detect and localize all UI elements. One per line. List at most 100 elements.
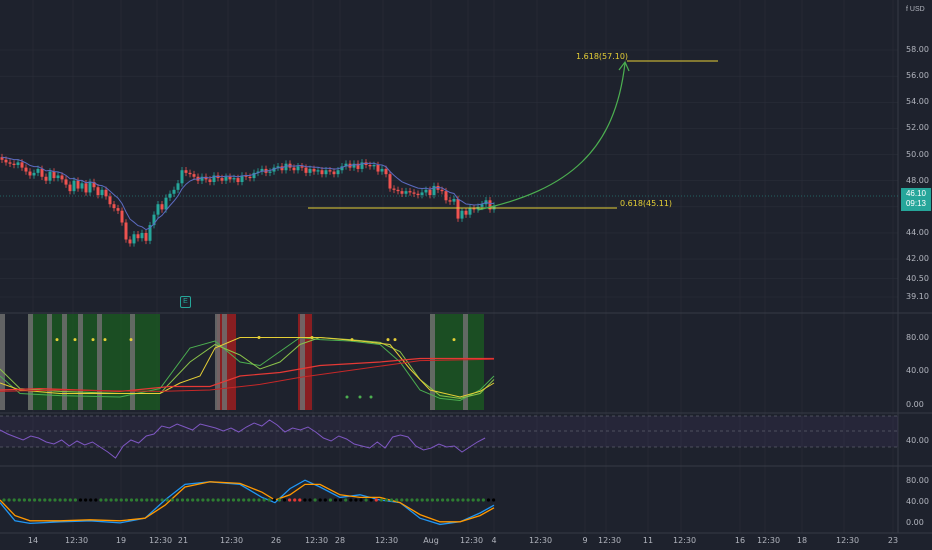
zone-gray	[463, 314, 468, 410]
candle-body	[248, 176, 252, 179]
squeeze-dot	[175, 498, 179, 502]
candle-body	[36, 168, 40, 173]
squeeze-dot	[73, 498, 77, 502]
ema-line	[1, 156, 495, 231]
squeeze-dot	[272, 498, 276, 502]
squeeze-dot	[451, 498, 455, 502]
squeeze-dot	[328, 498, 332, 502]
squeeze-dot	[114, 498, 118, 502]
squeeze-dot	[206, 498, 210, 502]
candle-body	[240, 175, 244, 182]
candle-body	[80, 183, 84, 189]
squeeze-dot	[135, 498, 139, 502]
earnings-marker[interactable]: E	[180, 296, 191, 308]
candle-body	[200, 176, 204, 181]
ind1-tick-80: 80.00	[906, 333, 929, 342]
candle-body	[104, 189, 108, 197]
squeeze-dot	[22, 498, 26, 502]
candle-body	[488, 200, 492, 210]
squeeze-dot	[333, 498, 338, 502]
signal-dot	[386, 338, 390, 342]
time-tick: 12:30	[149, 536, 173, 545]
squeeze-dot	[221, 498, 225, 502]
candle-body	[352, 163, 356, 168]
candle-body	[480, 204, 484, 207]
candle-body	[368, 165, 372, 167]
squeeze-dot	[318, 498, 322, 502]
rsi-pane	[0, 415, 898, 459]
time-tick: 28	[334, 536, 346, 545]
candle-body	[12, 163, 16, 166]
time-tick: 14	[27, 536, 39, 545]
zone-gray	[130, 314, 135, 410]
candle-body	[44, 176, 48, 181]
price-tick: 39.10	[906, 292, 929, 301]
squeeze-dot	[471, 498, 475, 502]
signal-dot	[310, 336, 314, 339]
price-tick: 58.00	[906, 45, 929, 54]
squeeze-dot	[226, 498, 230, 502]
zone-green	[430, 314, 484, 410]
squeeze-dot	[405, 498, 409, 502]
candle-body	[76, 180, 80, 189]
oscillator-pane	[0, 479, 496, 526]
squeeze-dot	[435, 498, 440, 502]
candle-body	[268, 171, 272, 173]
candle-body	[148, 225, 152, 241]
ind1-tick-40: 40.00	[906, 366, 929, 375]
candle-body	[284, 163, 288, 171]
squeeze-dot	[400, 498, 404, 502]
grid-lines	[0, 0, 898, 533]
candle-body	[124, 222, 128, 240]
candle-body	[292, 167, 296, 171]
squeeze-dot	[170, 498, 174, 502]
squeeze-dot	[43, 498, 47, 502]
squeeze-dot	[27, 498, 32, 502]
signal-dot	[257, 336, 261, 339]
candle-body	[60, 175, 64, 180]
candle-body	[380, 168, 384, 172]
osc-tick-0: 0.00	[906, 518, 924, 527]
squeeze-dot	[78, 498, 83, 502]
candle-body	[64, 179, 68, 185]
candle-body	[56, 175, 60, 179]
price-tick: 50.00	[906, 149, 929, 159]
signal-dot	[350, 338, 354, 342]
squeeze-dot	[155, 498, 159, 502]
price-tick: 48.00	[906, 175, 929, 185]
candle-body	[208, 179, 212, 182]
squeeze-dot	[359, 498, 363, 502]
squeeze-dot	[374, 498, 378, 502]
price-tick: 54.00	[906, 97, 929, 107]
candle-body	[344, 163, 348, 167]
squeeze-dot	[252, 498, 256, 502]
current-price-badge: 46.10 09:13	[901, 188, 931, 211]
time-tick: 12:30	[65, 536, 89, 545]
squeeze-dot	[140, 498, 144, 502]
currency-label[interactable]: f USD	[906, 6, 925, 13]
candle-body	[132, 234, 136, 244]
signal-dot	[91, 338, 95, 342]
candle-body	[48, 171, 52, 181]
time-tick: 4	[491, 536, 497, 545]
time-tick: 12:30	[836, 536, 860, 545]
squeeze-dot	[308, 498, 312, 502]
candle-body	[332, 171, 336, 175]
candle-body	[440, 189, 444, 192]
squeeze-dot	[379, 498, 383, 502]
indicator-line	[0, 336, 495, 402]
candle-body	[356, 163, 360, 169]
candle-body	[236, 178, 240, 182]
signal-dot	[369, 395, 373, 399]
signal-dot	[129, 338, 133, 342]
candle-body	[256, 171, 260, 173]
squeeze-dot	[410, 498, 414, 502]
squeeze-dot	[390, 498, 394, 502]
candle-body	[120, 210, 124, 223]
time-tick: 11	[642, 536, 654, 545]
squeeze-dot	[461, 498, 465, 502]
time-tick: 23	[887, 536, 899, 545]
squeeze-dot	[2, 498, 6, 502]
candle-body	[108, 196, 112, 205]
